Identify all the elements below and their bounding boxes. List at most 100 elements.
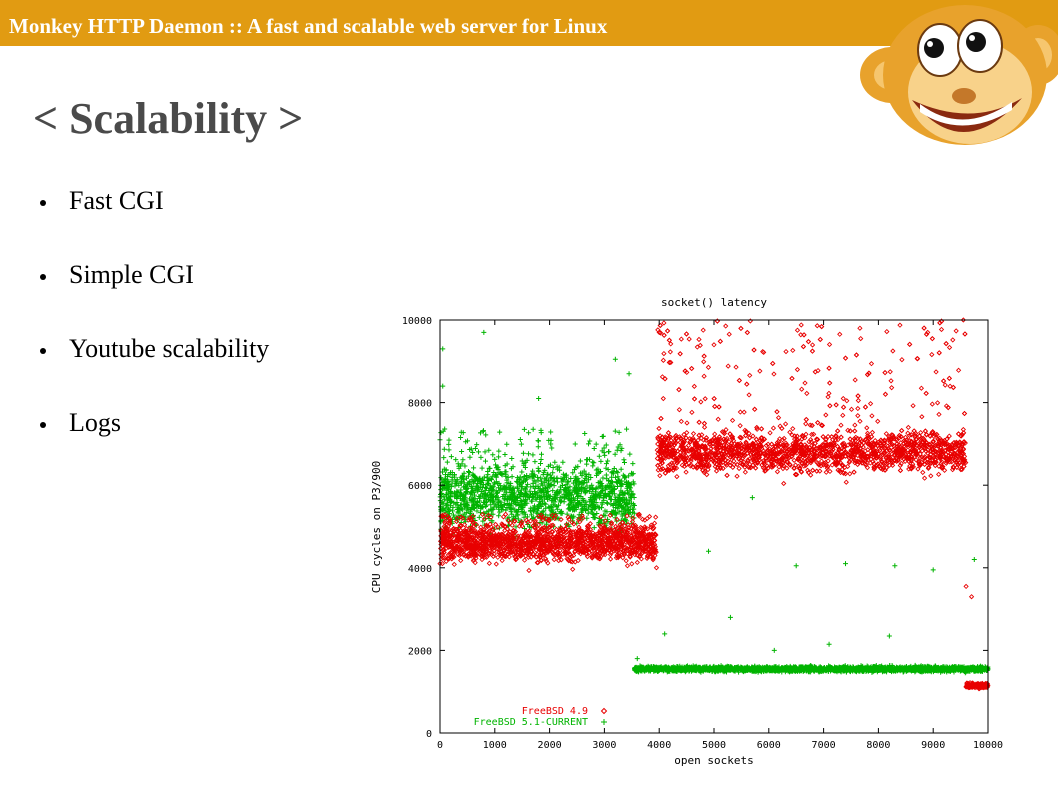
data-point <box>508 489 514 495</box>
data-point <box>771 647 777 653</box>
data-point <box>550 497 556 503</box>
data-point <box>438 430 444 436</box>
bullet-text: Youtube scalability <box>69 334 270 363</box>
data-point <box>653 514 659 520</box>
data-point <box>530 473 536 479</box>
data-point <box>474 442 480 448</box>
data-point <box>550 501 556 507</box>
data-point <box>634 656 640 662</box>
data-point <box>519 469 525 475</box>
data-point <box>459 449 465 455</box>
data-point <box>491 488 497 494</box>
data-point <box>536 494 542 500</box>
data-point <box>616 509 622 515</box>
data-point <box>592 505 598 511</box>
data-point <box>517 436 523 442</box>
data-point <box>504 461 510 467</box>
data-point <box>547 484 553 490</box>
data-point <box>521 426 527 432</box>
data-point <box>465 473 471 479</box>
data-point <box>454 488 460 494</box>
data-point <box>518 498 524 504</box>
data-point <box>606 485 612 491</box>
data-point <box>585 510 591 516</box>
data-point <box>458 480 464 486</box>
data-point <box>604 500 610 506</box>
data-point <box>749 495 755 501</box>
data-point <box>515 516 521 522</box>
data-point <box>607 556 614 562</box>
data-point <box>588 475 594 481</box>
data-point <box>603 465 609 471</box>
data-point <box>617 491 623 497</box>
data-point <box>530 452 536 458</box>
data-point <box>530 426 536 432</box>
data-point <box>516 476 522 482</box>
chart-y-axis-label: CPU cycles on P3/900 <box>370 461 383 593</box>
data-point <box>507 483 513 489</box>
data-point <box>482 449 488 455</box>
data-point <box>528 505 534 511</box>
data-point <box>490 511 496 517</box>
data-point <box>550 488 556 494</box>
data-point <box>458 474 464 480</box>
data-point <box>498 470 504 476</box>
data-point <box>445 494 451 500</box>
data-point <box>442 476 448 482</box>
data-point <box>448 454 454 460</box>
data-point <box>484 502 490 508</box>
data-point <box>581 503 587 509</box>
data-point <box>458 487 464 493</box>
data-point <box>548 429 554 435</box>
data-point <box>470 450 476 456</box>
data-point <box>449 474 455 480</box>
data-point <box>590 487 596 493</box>
data-point <box>442 426 448 432</box>
data-point <box>582 431 588 437</box>
data-point <box>621 499 627 505</box>
data-point <box>476 449 482 455</box>
data-point <box>586 441 592 447</box>
data-point <box>519 510 525 516</box>
slide-title: < Scalability > <box>33 94 304 143</box>
data-point <box>587 485 593 491</box>
data-point <box>552 478 558 484</box>
data-point <box>600 475 606 481</box>
data-point <box>554 475 560 481</box>
data-point <box>447 511 453 517</box>
data-point <box>483 485 489 491</box>
data-point <box>598 489 604 495</box>
data-point <box>618 483 624 489</box>
data-point <box>454 480 460 486</box>
data-point <box>499 504 505 510</box>
data-point <box>564 474 570 480</box>
data-point <box>594 472 600 478</box>
data-point <box>624 518 630 524</box>
data-point <box>490 499 496 505</box>
data-point <box>612 510 618 516</box>
data-point <box>509 511 515 517</box>
data-point <box>503 489 509 495</box>
data-point <box>496 448 502 454</box>
data-point <box>595 491 601 497</box>
data-point <box>930 567 936 573</box>
data-point <box>618 481 624 487</box>
data-point <box>617 478 623 484</box>
data-point <box>568 476 574 482</box>
header-title: Monkey HTTP Daemon :: A fast and scalabl… <box>9 14 608 38</box>
data-point <box>497 429 503 435</box>
data-point <box>545 463 551 469</box>
data-point <box>481 474 487 480</box>
chart-title: socket() latency <box>661 296 767 309</box>
data-point <box>625 509 631 515</box>
data-point <box>584 457 590 463</box>
data-point <box>526 451 532 457</box>
data-point <box>516 506 522 512</box>
data-point <box>485 478 491 484</box>
data-point <box>450 504 456 510</box>
data-point <box>482 458 488 464</box>
data-point <box>598 483 604 489</box>
data-point <box>458 502 464 508</box>
data-point <box>589 490 595 496</box>
data-point <box>621 491 627 497</box>
